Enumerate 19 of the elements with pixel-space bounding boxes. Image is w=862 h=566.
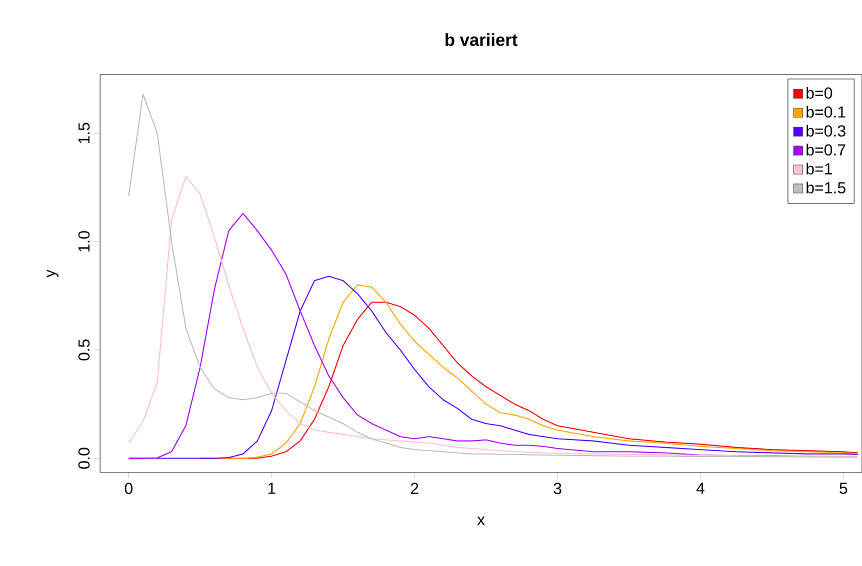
legend-label: b=0.7 <box>806 144 846 156</box>
legend-label: b=0 <box>806 87 832 99</box>
y-tick-label: 0.5 <box>78 340 90 361</box>
y-tick-label: 1.5 <box>78 122 90 144</box>
legend-label: b=0.1 <box>806 106 846 118</box>
x-tick-label: 4 <box>696 482 704 494</box>
x-tick-label: 1 <box>268 482 276 494</box>
x-tick-label: 0 <box>124 482 133 494</box>
legend-label: b=1.5 <box>806 182 846 194</box>
y-axis-title: y <box>46 270 59 278</box>
legend-label: b=1 <box>806 162 832 175</box>
chart-title: b variiert <box>446 33 518 46</box>
legend-label: b=0.3 <box>806 124 846 137</box>
y-tick-label: 1.0 <box>78 231 90 252</box>
x-axis-title: x <box>477 516 485 526</box>
x-tick-label: 5 <box>840 482 848 494</box>
x-tick-label: 3 <box>554 482 562 494</box>
y-tick-label: 0.0 <box>78 448 90 469</box>
x-tick-label: 2 <box>410 482 418 494</box>
